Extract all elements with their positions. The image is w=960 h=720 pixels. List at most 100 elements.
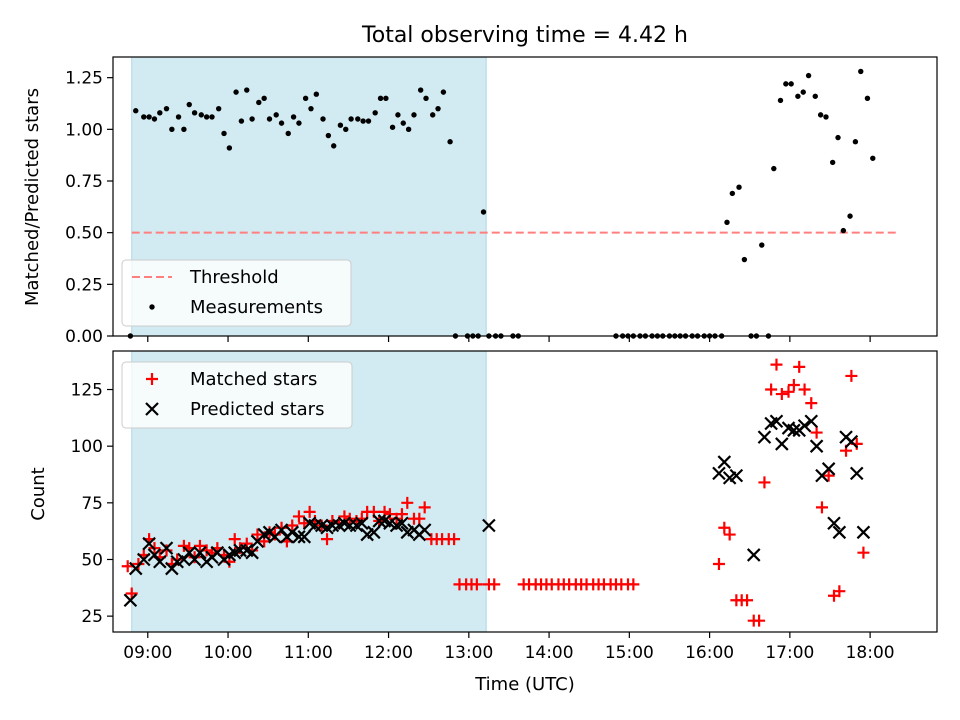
matched-star-point xyxy=(712,558,725,571)
measurement-point xyxy=(296,120,302,126)
matched-star-point xyxy=(833,585,846,598)
predicted-star-point xyxy=(123,593,138,608)
measurement-point xyxy=(852,139,859,145)
measurement-point xyxy=(435,105,441,112)
measurement-point xyxy=(430,112,436,118)
measurement-point xyxy=(181,126,187,133)
measurement-point xyxy=(337,122,344,128)
x-tick-label: 18:00 xyxy=(846,643,895,663)
top-y-axis-label: Matched/Predicted stars xyxy=(22,88,43,306)
measurement-point xyxy=(741,256,748,263)
measurement-point xyxy=(771,165,777,172)
predicted-star-point xyxy=(153,554,167,569)
measurement-point xyxy=(480,209,487,215)
matched-star-point xyxy=(741,594,754,607)
measurement-point xyxy=(249,116,255,122)
matched-star-point xyxy=(470,578,483,591)
top-data-points xyxy=(127,68,876,339)
matched-star-point xyxy=(177,539,190,552)
matched-star-point xyxy=(418,501,431,514)
matched-star-point xyxy=(765,383,778,396)
predicted-star-point xyxy=(746,548,761,562)
bottom-data-points xyxy=(121,358,871,627)
legend-measurements-swatch xyxy=(149,304,155,310)
top-legend-box xyxy=(121,259,352,327)
predicted-star-point xyxy=(285,525,300,540)
legend-measurements-label: Measurements xyxy=(190,297,323,318)
measurement-point xyxy=(377,95,384,102)
matched-star-point xyxy=(251,528,264,541)
measurement-point xyxy=(302,95,309,102)
measurement-point xyxy=(191,110,198,116)
measurement-point xyxy=(233,89,239,95)
y-tick-label: 0.50 xyxy=(65,224,103,244)
top-chart-title: Total observing time = 4.42 h xyxy=(361,23,688,48)
matched-star-point xyxy=(401,496,414,509)
predicted-star-point xyxy=(417,523,432,537)
matched-star-point xyxy=(782,385,795,398)
predicted-star-point xyxy=(821,462,836,476)
measurement-point xyxy=(405,126,412,133)
matched-star-point xyxy=(793,360,806,373)
measurement-point xyxy=(133,108,139,114)
measurement-point xyxy=(805,72,812,79)
matched-star-point xyxy=(810,426,823,439)
matched-star-point xyxy=(193,539,206,552)
matched-star-point xyxy=(815,501,828,514)
top-y-axis: 0.00 0.25 0.50 0.75 1.00 1.25 xyxy=(65,69,113,347)
measurement-point xyxy=(800,89,806,95)
x-tick-label: 16:00 xyxy=(685,643,734,663)
x-tick-label: 09:00 xyxy=(123,643,172,663)
y-tick-label: 1.25 xyxy=(65,69,103,89)
measurement-point xyxy=(870,155,876,161)
matched-star-point xyxy=(787,378,800,391)
measurement-point xyxy=(777,97,784,104)
matched-star-point xyxy=(303,505,316,518)
measurement-point xyxy=(440,89,447,95)
matched-star-point xyxy=(321,533,334,546)
legend-matched-swatch xyxy=(146,373,158,385)
measurement-point xyxy=(290,114,297,120)
y-tick-label: 0.75 xyxy=(65,172,103,192)
matched-star-point xyxy=(488,578,501,591)
measurement-point xyxy=(447,139,453,145)
predicted-star-point xyxy=(797,419,812,433)
top-legend: Threshold Measurements xyxy=(121,259,352,327)
predicted-star-point xyxy=(804,414,819,429)
x-tick-label: 11:00 xyxy=(284,643,333,663)
predicted-star-point xyxy=(245,545,259,560)
predicted-star-point xyxy=(159,541,174,555)
bottom-legend: Matched stars Predicted stars xyxy=(121,361,353,429)
measurement-point xyxy=(829,159,836,166)
measurement-point xyxy=(261,95,267,102)
measurement-point xyxy=(817,112,824,118)
matched-star-point xyxy=(805,397,818,410)
predicted-star-point xyxy=(849,466,864,481)
measurement-point xyxy=(360,118,366,124)
matched-star-point xyxy=(448,533,461,546)
predicted-star-point xyxy=(809,439,824,453)
x-tick-label: 15:00 xyxy=(605,643,654,663)
measurement-point xyxy=(823,114,829,120)
y-tick-label: 0.00 xyxy=(65,327,103,347)
measurement-point xyxy=(285,130,291,137)
y-tick-label: 125 xyxy=(71,381,103,401)
bottom-y-axis: 25 50 75 100 125 xyxy=(71,381,113,627)
predicted-star-point xyxy=(142,536,156,551)
matched-star-point xyxy=(798,383,811,396)
measurement-point xyxy=(141,114,147,120)
matched-star-point xyxy=(845,369,858,382)
matched-star-point xyxy=(228,533,241,546)
matched-star-point xyxy=(753,614,766,627)
predicted-star-point xyxy=(193,545,207,560)
measurement-point xyxy=(812,93,818,99)
predicted-star-point xyxy=(827,516,841,531)
measurement-point xyxy=(256,99,262,106)
measurement-point xyxy=(788,81,794,87)
measurement-point xyxy=(215,105,222,112)
measurement-point xyxy=(400,120,406,126)
measurement-point xyxy=(151,116,158,122)
measurement-point xyxy=(331,143,337,149)
predicted-star-point xyxy=(775,437,789,451)
measurement-point xyxy=(175,114,182,120)
